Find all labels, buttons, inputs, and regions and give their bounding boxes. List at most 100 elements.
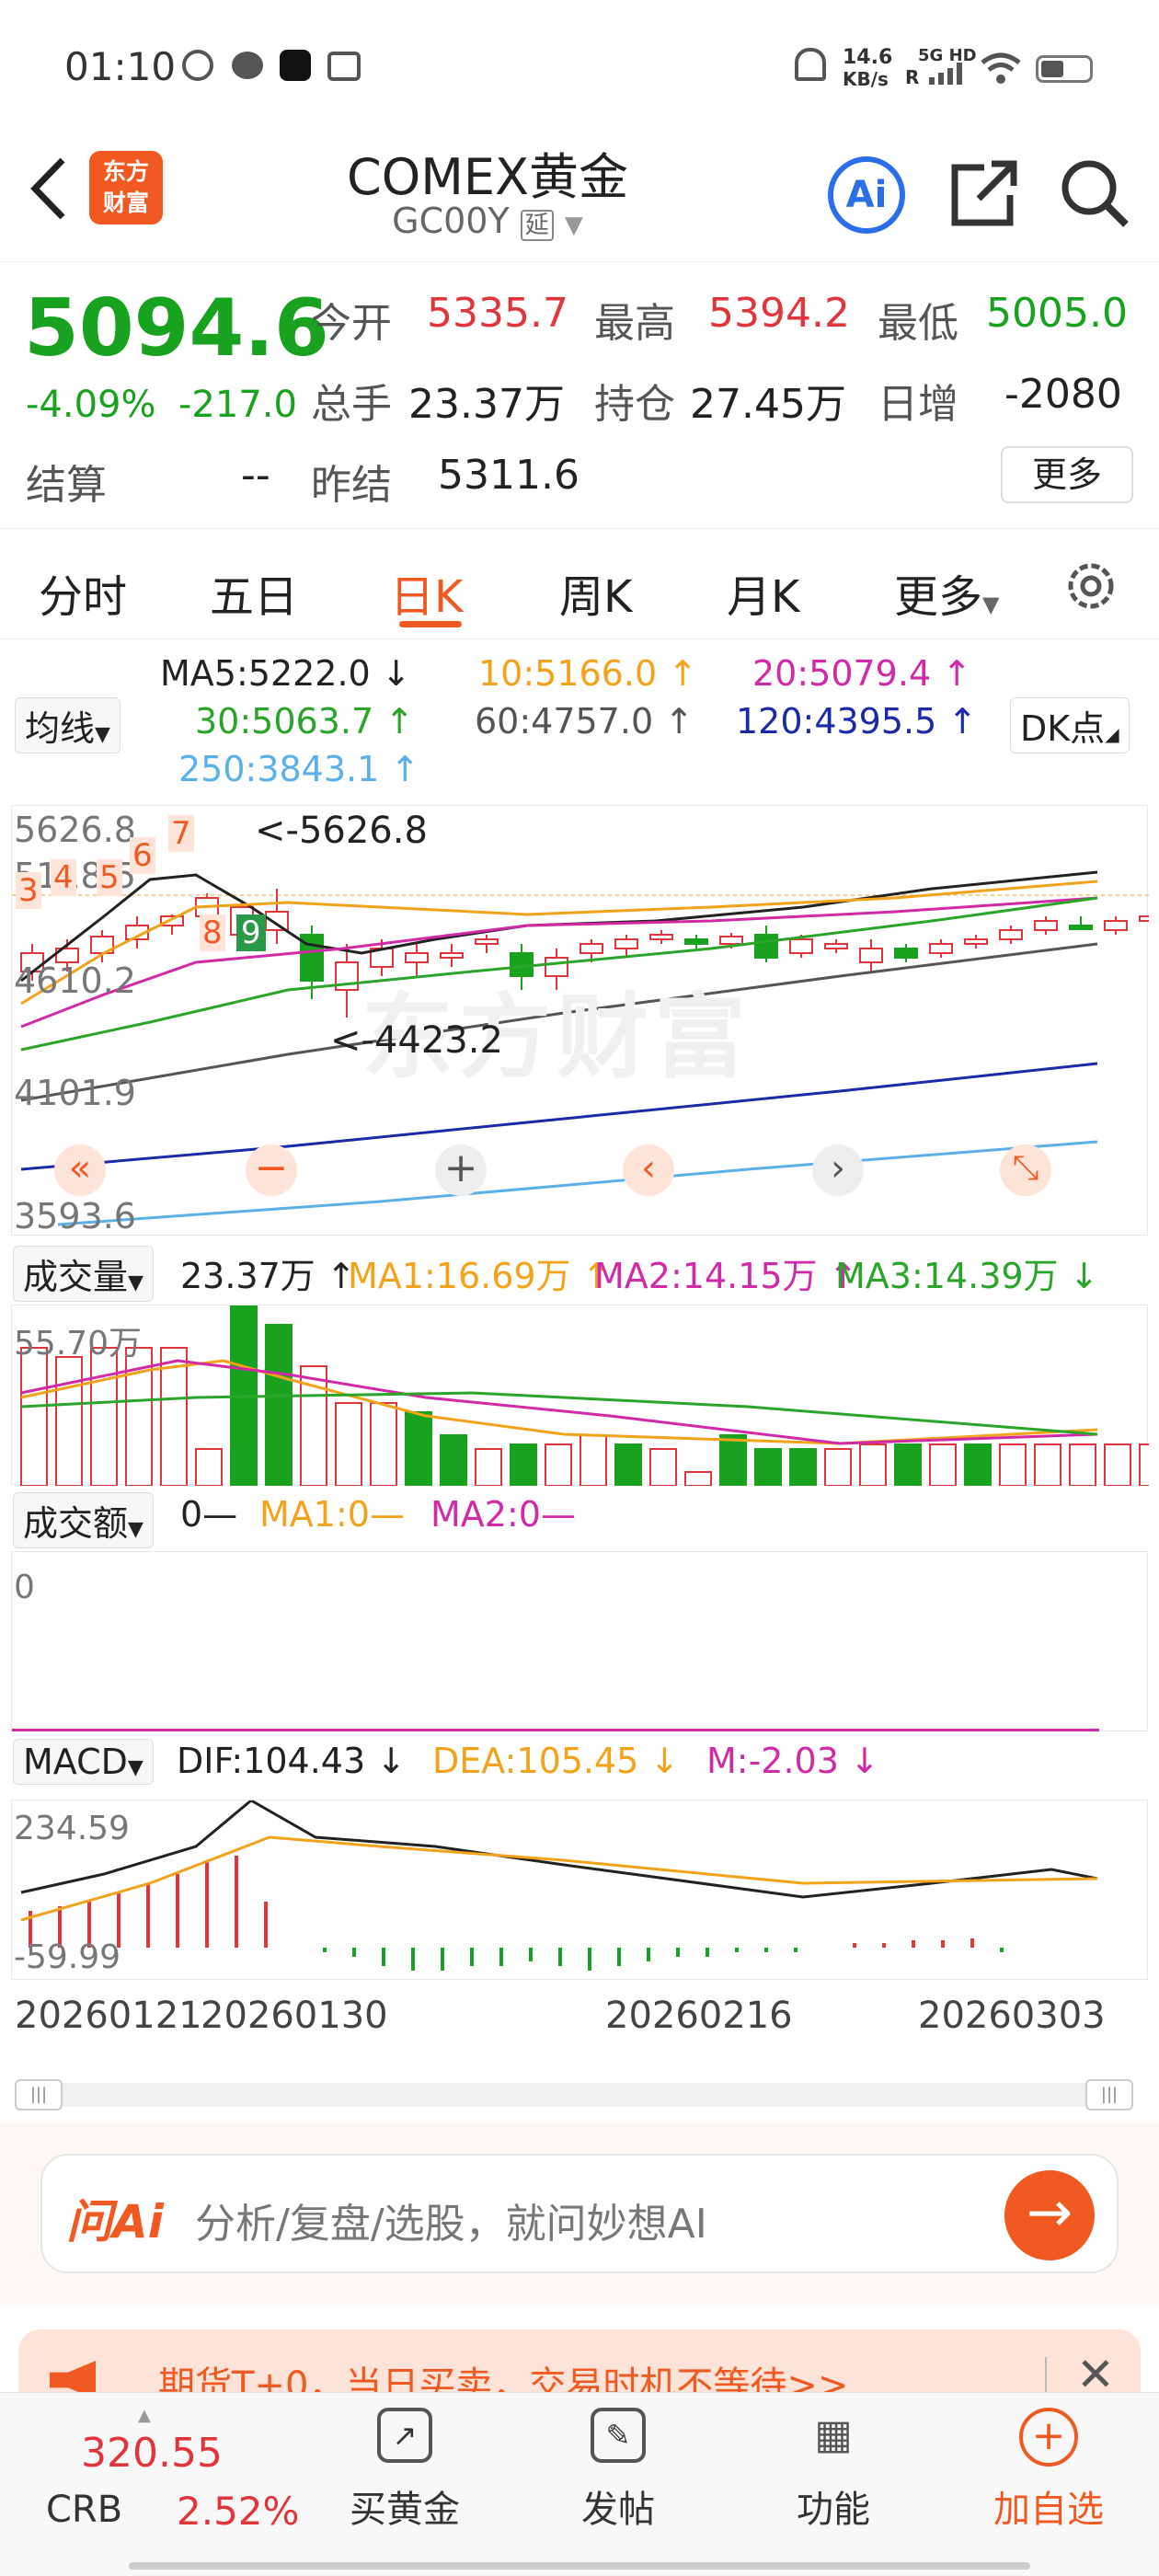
amount-legend: 成交额▼ 0— MA1:0— MA2:0— (0, 1492, 1159, 1548)
instrument-code[interactable]: GC00Y 延 ▼ (392, 201, 583, 241)
volume-ma3: MA3:14.39万 ↓ (835, 1256, 1099, 1296)
kline-candle (859, 948, 883, 963)
amount-ma2: MA2:0— (430, 1494, 576, 1535)
crb-widget[interactable]: ▲ 320.55 CRB 2.52% (40, 2404, 316, 2551)
volume-bar (1034, 1443, 1061, 1486)
chevron-down-icon: ▼ (128, 1271, 143, 1294)
ai-button[interactable]: Ai (828, 156, 905, 234)
tab-daily-k[interactable]: 日K (390, 571, 464, 623)
fullscreen-icon[interactable]: ⤡ (1000, 1144, 1051, 1196)
amount-y-zero: 0 (14, 1569, 35, 1606)
volume-chart[interactable]: 55.70万 (11, 1305, 1149, 1486)
td-label: 4 (51, 859, 76, 896)
daily-inc-value: -2080 (1004, 371, 1122, 418)
change-pct: -4.09% (26, 384, 156, 426)
ma-selector[interactable]: 均线▼ (15, 697, 120, 753)
td-label: 6 (130, 837, 155, 874)
chevron-down-icon: ▼ (982, 592, 1000, 617)
macd-selector[interactable]: MACD▼ (13, 1739, 154, 1785)
volume-bar (859, 1443, 887, 1486)
tab-weekly-k[interactable]: 周K (559, 571, 633, 623)
range-handle-right[interactable]: ||| (1085, 2079, 1133, 2110)
quote-panel: 5094.6 -4.09% -217.0 结算 -- 今开 5335.7 最高 … (0, 262, 1159, 529)
kline-y-min: 3593.6 (14, 1196, 136, 1236)
bottom-nav: ▲ 320.55 CRB 2.52% ↗ 买黄金 ✎ 发帖 ▦ 功能 + 加自选 (0, 2392, 1159, 2576)
kline-svg (12, 870, 1149, 1226)
kline-candle (580, 943, 603, 954)
wallet-icon (327, 52, 361, 81)
period-tabs: 分时 五日 日K 周K 月K 更多▼ (0, 529, 1159, 639)
range-scrollbar[interactable]: ||| ||| (15, 2079, 1133, 2110)
prev-button[interactable]: ‹ (623, 1144, 674, 1196)
kline-candle (1069, 925, 1093, 930)
volume-bar (649, 1448, 677, 1486)
date-label: 20260130 (201, 1995, 388, 2037)
tab-monthly-k[interactable]: 月K (727, 571, 800, 623)
next-button[interactable]: › (812, 1144, 864, 1196)
chevron-down-icon: ▼ (128, 1518, 143, 1541)
more-button[interactable]: 更多 (1001, 446, 1133, 503)
volume-bar (789, 1448, 817, 1486)
ma250-line (57, 1140, 1098, 1226)
kline-candle (719, 936, 743, 945)
tab-more[interactable]: 更多▼ (894, 571, 1000, 623)
nav-functions[interactable]: ▦ 功能 (760, 2408, 907, 2533)
zoom-in-button[interactable]: + (435, 1144, 487, 1196)
td-label: 8 (200, 914, 225, 951)
ai-submit-button[interactable]: → (1004, 2170, 1095, 2260)
crb-pct: 2.52% (177, 2489, 300, 2534)
kline-y-3: 4610.2 (14, 960, 136, 1001)
volume-bar (545, 1443, 572, 1486)
volume-ma2: MA2:14.15万 ↑ (594, 1256, 858, 1296)
low-value: 5005.0 (986, 290, 1128, 337)
volume-selector[interactable]: 成交量▼ (13, 1246, 154, 1302)
amount-ma1: MA1:0— (259, 1494, 405, 1535)
settings-gear-icon[interactable] (1061, 557, 1120, 615)
td-label: 9 (236, 914, 266, 951)
volume-bar (20, 1347, 48, 1486)
volume-bar (265, 1324, 293, 1486)
nav-add-watchlist[interactable]: + 加自选 (975, 2408, 1122, 2533)
rewind-button[interactable]: « (54, 1144, 106, 1196)
amount-selector[interactable]: 成交额▼ (13, 1492, 154, 1548)
volume-bar (510, 1443, 537, 1486)
nav-post[interactable]: ✎ 发帖 (545, 2408, 692, 2533)
volume-bar (1104, 1443, 1131, 1486)
macd-m: M:-2.03 ↓ (706, 1741, 879, 1781)
promo-divider (1045, 2357, 1047, 2398)
volume-bar (894, 1443, 922, 1486)
share-icon[interactable] (947, 156, 1021, 230)
ai-input-bar[interactable]: 问Ai 分析/复盘/选股，就问妙想AI → (40, 2154, 1119, 2273)
ma-legend: 均线▼ MA5:5222.0 ↓ 10:5166.0 ↑ 20:5079.4 ↑… (0, 644, 1159, 800)
chevron-down-icon: ▼ (127, 1756, 143, 1779)
whatsapp-icon (182, 50, 213, 81)
zoom-out-button[interactable]: − (246, 1144, 297, 1196)
nav-buy-gold[interactable]: ↗ 买黄金 (331, 2408, 478, 2533)
kline-candle (55, 948, 79, 963)
volume-bar (405, 1411, 432, 1486)
volume-ma3-line (20, 1391, 1098, 1436)
kline-candle (789, 938, 813, 954)
caret-up-icon: ▲ (138, 2406, 151, 2425)
back-icon[interactable] (28, 156, 68, 221)
kline-candle (684, 938, 708, 945)
macd-y-max: 234.59 (14, 1810, 130, 1847)
tab-five-day[interactable]: 五日 (210, 571, 299, 623)
macd-dif: DIF:104.43 ↓ (177, 1741, 407, 1781)
battery-icon (1036, 55, 1093, 83)
ma30-value: 30:5063.7 ↑ (195, 701, 415, 742)
range-handle-left[interactable]: ||| (15, 2079, 63, 2110)
volume-y-max: 55.70万 (14, 1325, 143, 1363)
td-label: 5 (97, 859, 122, 896)
kline-y-max: 5626.8 (14, 810, 136, 850)
tab-intraday[interactable]: 分时 (39, 571, 128, 623)
ai-section: 问Ai 分析/复盘/选股，就问妙想AI → (0, 2121, 1159, 2305)
amount-chart[interactable]: 0 (11, 1551, 1148, 1731)
kline-chart[interactable]: 东方财富 5626.8 5118.5 4610.2 4101.9 3593.6 … (11, 805, 1149, 1236)
dk-button[interactable]: DK点◢ (1010, 697, 1130, 753)
prev-settle-label: 昨结 (311, 462, 392, 509)
macd-chart[interactable]: 234.59 -59.99 (11, 1800, 1148, 1980)
net-type: 5G HD (918, 46, 977, 65)
search-icon[interactable] (1058, 156, 1131, 230)
volume-current: 23.37万 ↑ (180, 1256, 356, 1296)
